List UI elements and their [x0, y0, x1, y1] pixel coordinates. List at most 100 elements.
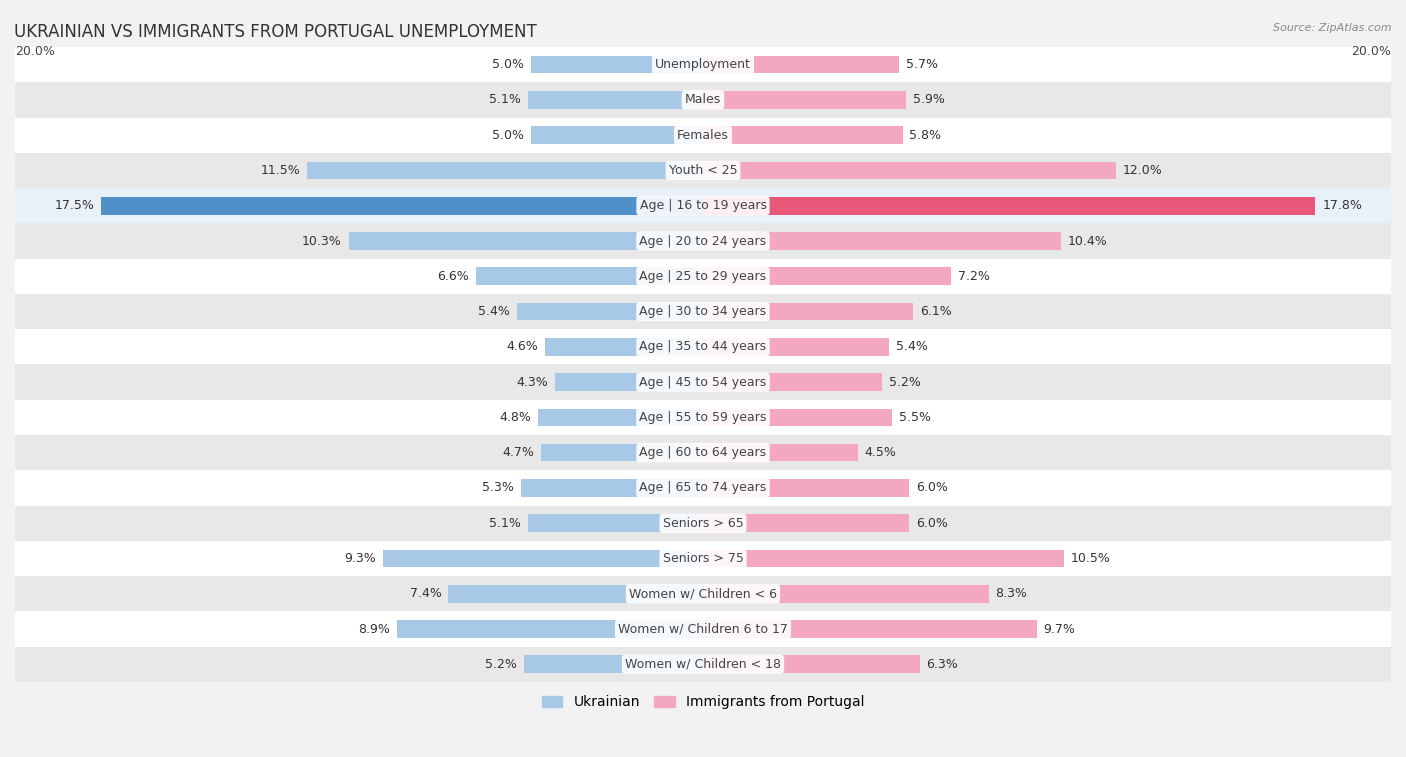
Text: 5.0%: 5.0% — [492, 129, 524, 142]
Bar — [15, 329, 1391, 364]
Bar — [703, 585, 988, 603]
Text: 5.4%: 5.4% — [896, 341, 928, 354]
Text: 9.3%: 9.3% — [344, 552, 377, 565]
Bar — [703, 444, 858, 462]
Text: UKRAINIAN VS IMMIGRANTS FROM PORTUGAL UNEMPLOYMENT: UKRAINIAN VS IMMIGRANTS FROM PORTUGAL UN… — [14, 23, 537, 41]
Bar — [15, 506, 1391, 540]
Text: 17.8%: 17.8% — [1322, 199, 1362, 212]
Text: Seniors > 75: Seniors > 75 — [662, 552, 744, 565]
Text: 5.8%: 5.8% — [910, 129, 942, 142]
Text: 5.1%: 5.1% — [489, 517, 520, 530]
Bar — [531, 56, 703, 73]
Bar — [15, 646, 1391, 682]
Text: 10.5%: 10.5% — [1071, 552, 1111, 565]
Text: Age | 60 to 64 years: Age | 60 to 64 years — [640, 446, 766, 459]
Bar — [703, 232, 1060, 250]
Bar — [703, 656, 920, 673]
Text: Females: Females — [678, 129, 728, 142]
Text: 4.7%: 4.7% — [502, 446, 534, 459]
Text: 5.3%: 5.3% — [482, 481, 513, 494]
Bar — [101, 197, 703, 214]
Bar — [15, 223, 1391, 259]
Text: 6.6%: 6.6% — [437, 269, 470, 283]
Bar — [449, 585, 703, 603]
Text: 5.0%: 5.0% — [492, 58, 524, 71]
Bar — [703, 479, 910, 497]
Bar — [15, 153, 1391, 188]
Text: 4.5%: 4.5% — [865, 446, 897, 459]
Bar — [527, 91, 703, 109]
Text: 10.3%: 10.3% — [302, 235, 342, 248]
Bar — [15, 540, 1391, 576]
Bar — [349, 232, 703, 250]
Bar — [15, 117, 1391, 153]
Text: 10.4%: 10.4% — [1067, 235, 1108, 248]
Bar — [527, 515, 703, 532]
Bar — [520, 479, 703, 497]
Text: 8.3%: 8.3% — [995, 587, 1028, 600]
Text: 5.2%: 5.2% — [485, 658, 517, 671]
Text: Age | 65 to 74 years: Age | 65 to 74 years — [640, 481, 766, 494]
Text: Women w/ Children < 18: Women w/ Children < 18 — [626, 658, 780, 671]
Text: Age | 20 to 24 years: Age | 20 to 24 years — [640, 235, 766, 248]
Text: 17.5%: 17.5% — [55, 199, 94, 212]
Text: Age | 16 to 19 years: Age | 16 to 19 years — [640, 199, 766, 212]
Text: Age | 45 to 54 years: Age | 45 to 54 years — [640, 375, 766, 388]
Text: 5.7%: 5.7% — [905, 58, 938, 71]
Bar — [541, 444, 703, 462]
Text: Age | 25 to 29 years: Age | 25 to 29 years — [640, 269, 766, 283]
Bar — [308, 162, 703, 179]
Legend: Ukrainian, Immigrants from Portugal: Ukrainian, Immigrants from Portugal — [536, 690, 870, 715]
Bar — [703, 620, 1036, 638]
Text: 11.5%: 11.5% — [260, 164, 301, 177]
Bar — [538, 409, 703, 426]
Bar — [517, 303, 703, 320]
Bar — [15, 612, 1391, 646]
Bar — [15, 470, 1391, 506]
Bar — [703, 373, 882, 391]
Text: 5.5%: 5.5% — [898, 411, 931, 424]
Text: 4.8%: 4.8% — [499, 411, 531, 424]
Bar — [531, 126, 703, 144]
Bar — [555, 373, 703, 391]
Bar — [15, 188, 1391, 223]
Bar — [703, 267, 950, 285]
Bar — [703, 197, 1316, 214]
Bar — [15, 364, 1391, 400]
Text: 6.0%: 6.0% — [917, 517, 948, 530]
Text: 4.6%: 4.6% — [506, 341, 538, 354]
Text: 6.1%: 6.1% — [920, 305, 952, 318]
Text: Source: ZipAtlas.com: Source: ZipAtlas.com — [1274, 23, 1392, 33]
Bar — [382, 550, 703, 567]
Bar — [396, 620, 703, 638]
Bar — [703, 91, 905, 109]
Text: Youth < 25: Youth < 25 — [669, 164, 737, 177]
Bar — [15, 294, 1391, 329]
Bar — [703, 56, 898, 73]
Text: Women w/ Children 6 to 17: Women w/ Children 6 to 17 — [619, 622, 787, 636]
Bar — [703, 303, 912, 320]
Text: 9.7%: 9.7% — [1043, 622, 1076, 636]
Bar — [703, 515, 910, 532]
Text: Seniors > 65: Seniors > 65 — [662, 517, 744, 530]
Bar — [703, 550, 1064, 567]
Text: Males: Males — [685, 93, 721, 107]
Text: 5.4%: 5.4% — [478, 305, 510, 318]
Text: Women w/ Children < 6: Women w/ Children < 6 — [628, 587, 778, 600]
Text: 6.0%: 6.0% — [917, 481, 948, 494]
Text: 4.3%: 4.3% — [516, 375, 548, 388]
Text: 7.2%: 7.2% — [957, 269, 990, 283]
Bar — [477, 267, 703, 285]
Text: 6.3%: 6.3% — [927, 658, 959, 671]
Text: 5.1%: 5.1% — [489, 93, 520, 107]
Text: Age | 55 to 59 years: Age | 55 to 59 years — [640, 411, 766, 424]
Bar — [703, 162, 1116, 179]
Text: 20.0%: 20.0% — [15, 45, 55, 58]
Text: Unemployment: Unemployment — [655, 58, 751, 71]
Bar — [15, 259, 1391, 294]
Text: 12.0%: 12.0% — [1122, 164, 1163, 177]
Bar — [15, 188, 1391, 223]
Text: 5.2%: 5.2% — [889, 375, 921, 388]
Text: 5.9%: 5.9% — [912, 93, 945, 107]
Bar — [703, 338, 889, 356]
